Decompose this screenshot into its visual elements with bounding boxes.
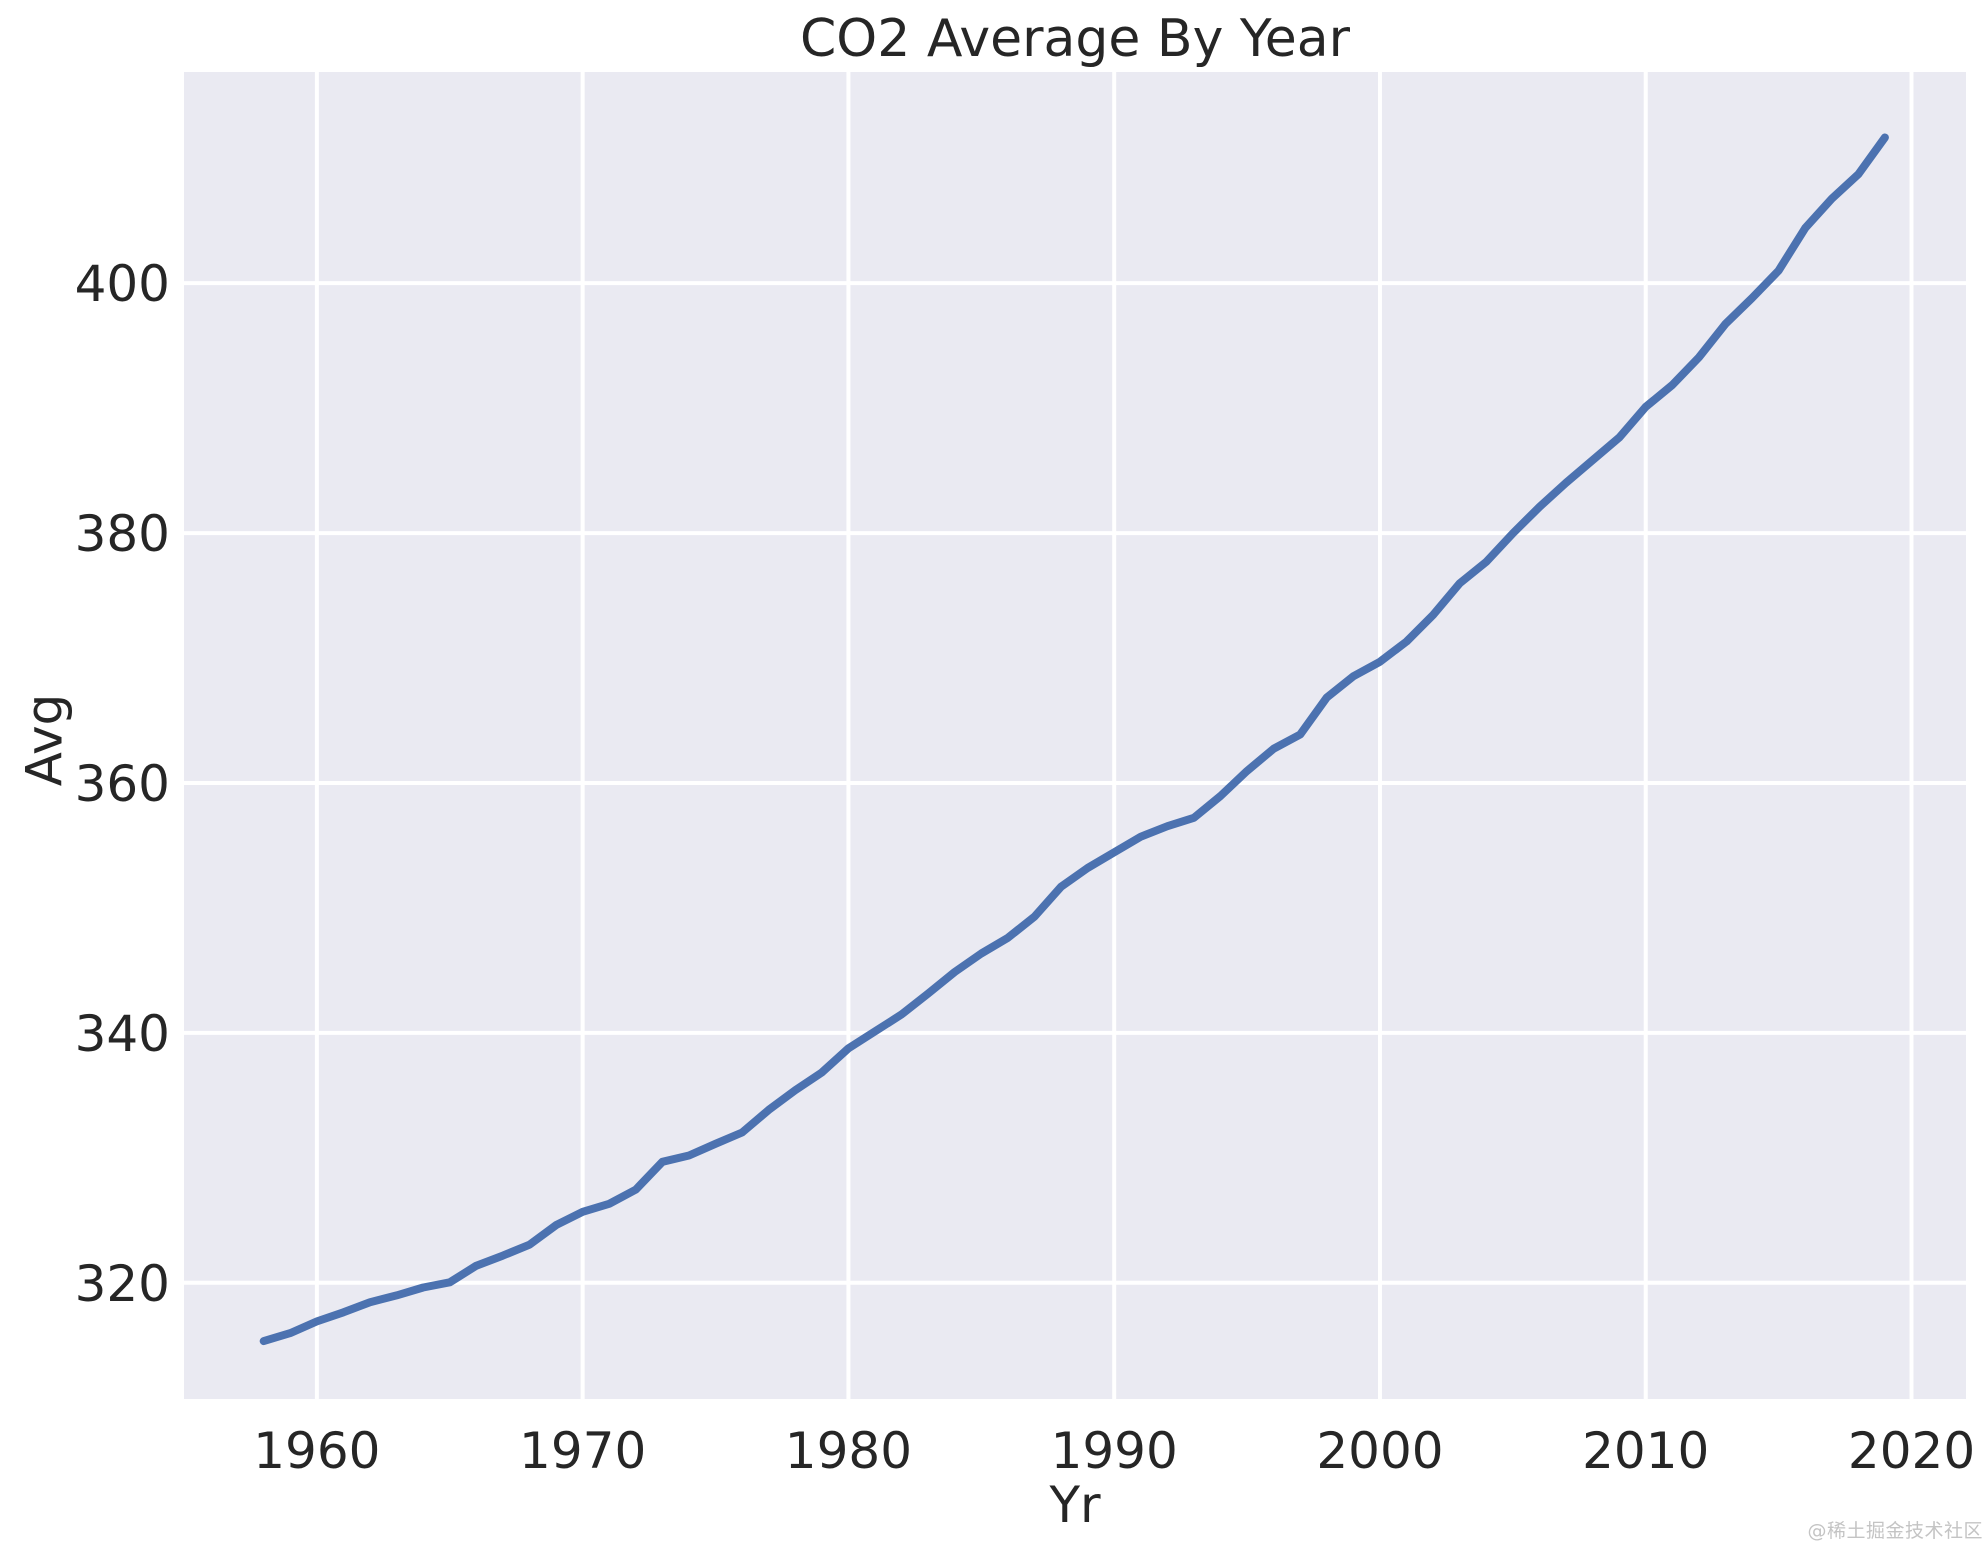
plot-area xyxy=(184,72,1966,1399)
y-tick-label: 340 xyxy=(75,1005,170,1063)
watermark-text: @稀土掘金技术社区 xyxy=(1807,1520,1983,1542)
x-axis-label: Yr xyxy=(1049,1476,1101,1534)
y-tick-label: 400 xyxy=(75,255,170,313)
x-tick-label: 2010 xyxy=(1582,1422,1709,1480)
x-tick-label: 1960 xyxy=(253,1422,380,1480)
y-tick-label: 320 xyxy=(75,1255,170,1313)
x-tick-label: 2000 xyxy=(1316,1422,1443,1480)
x-tick-label: 2020 xyxy=(1848,1422,1975,1480)
x-tick-label: 1970 xyxy=(519,1422,646,1480)
x-tick-label: 1990 xyxy=(1051,1422,1178,1480)
chart-title: CO2 Average By Year xyxy=(800,9,1350,69)
x-tick-label: 1980 xyxy=(785,1422,912,1480)
y-axis-label: Avg xyxy=(15,693,74,787)
y-tick-label: 380 xyxy=(75,505,170,563)
y-axis-label-box: Avg xyxy=(8,640,80,840)
y-tick-label: 360 xyxy=(75,755,170,813)
co2-series-line xyxy=(259,133,1889,1346)
